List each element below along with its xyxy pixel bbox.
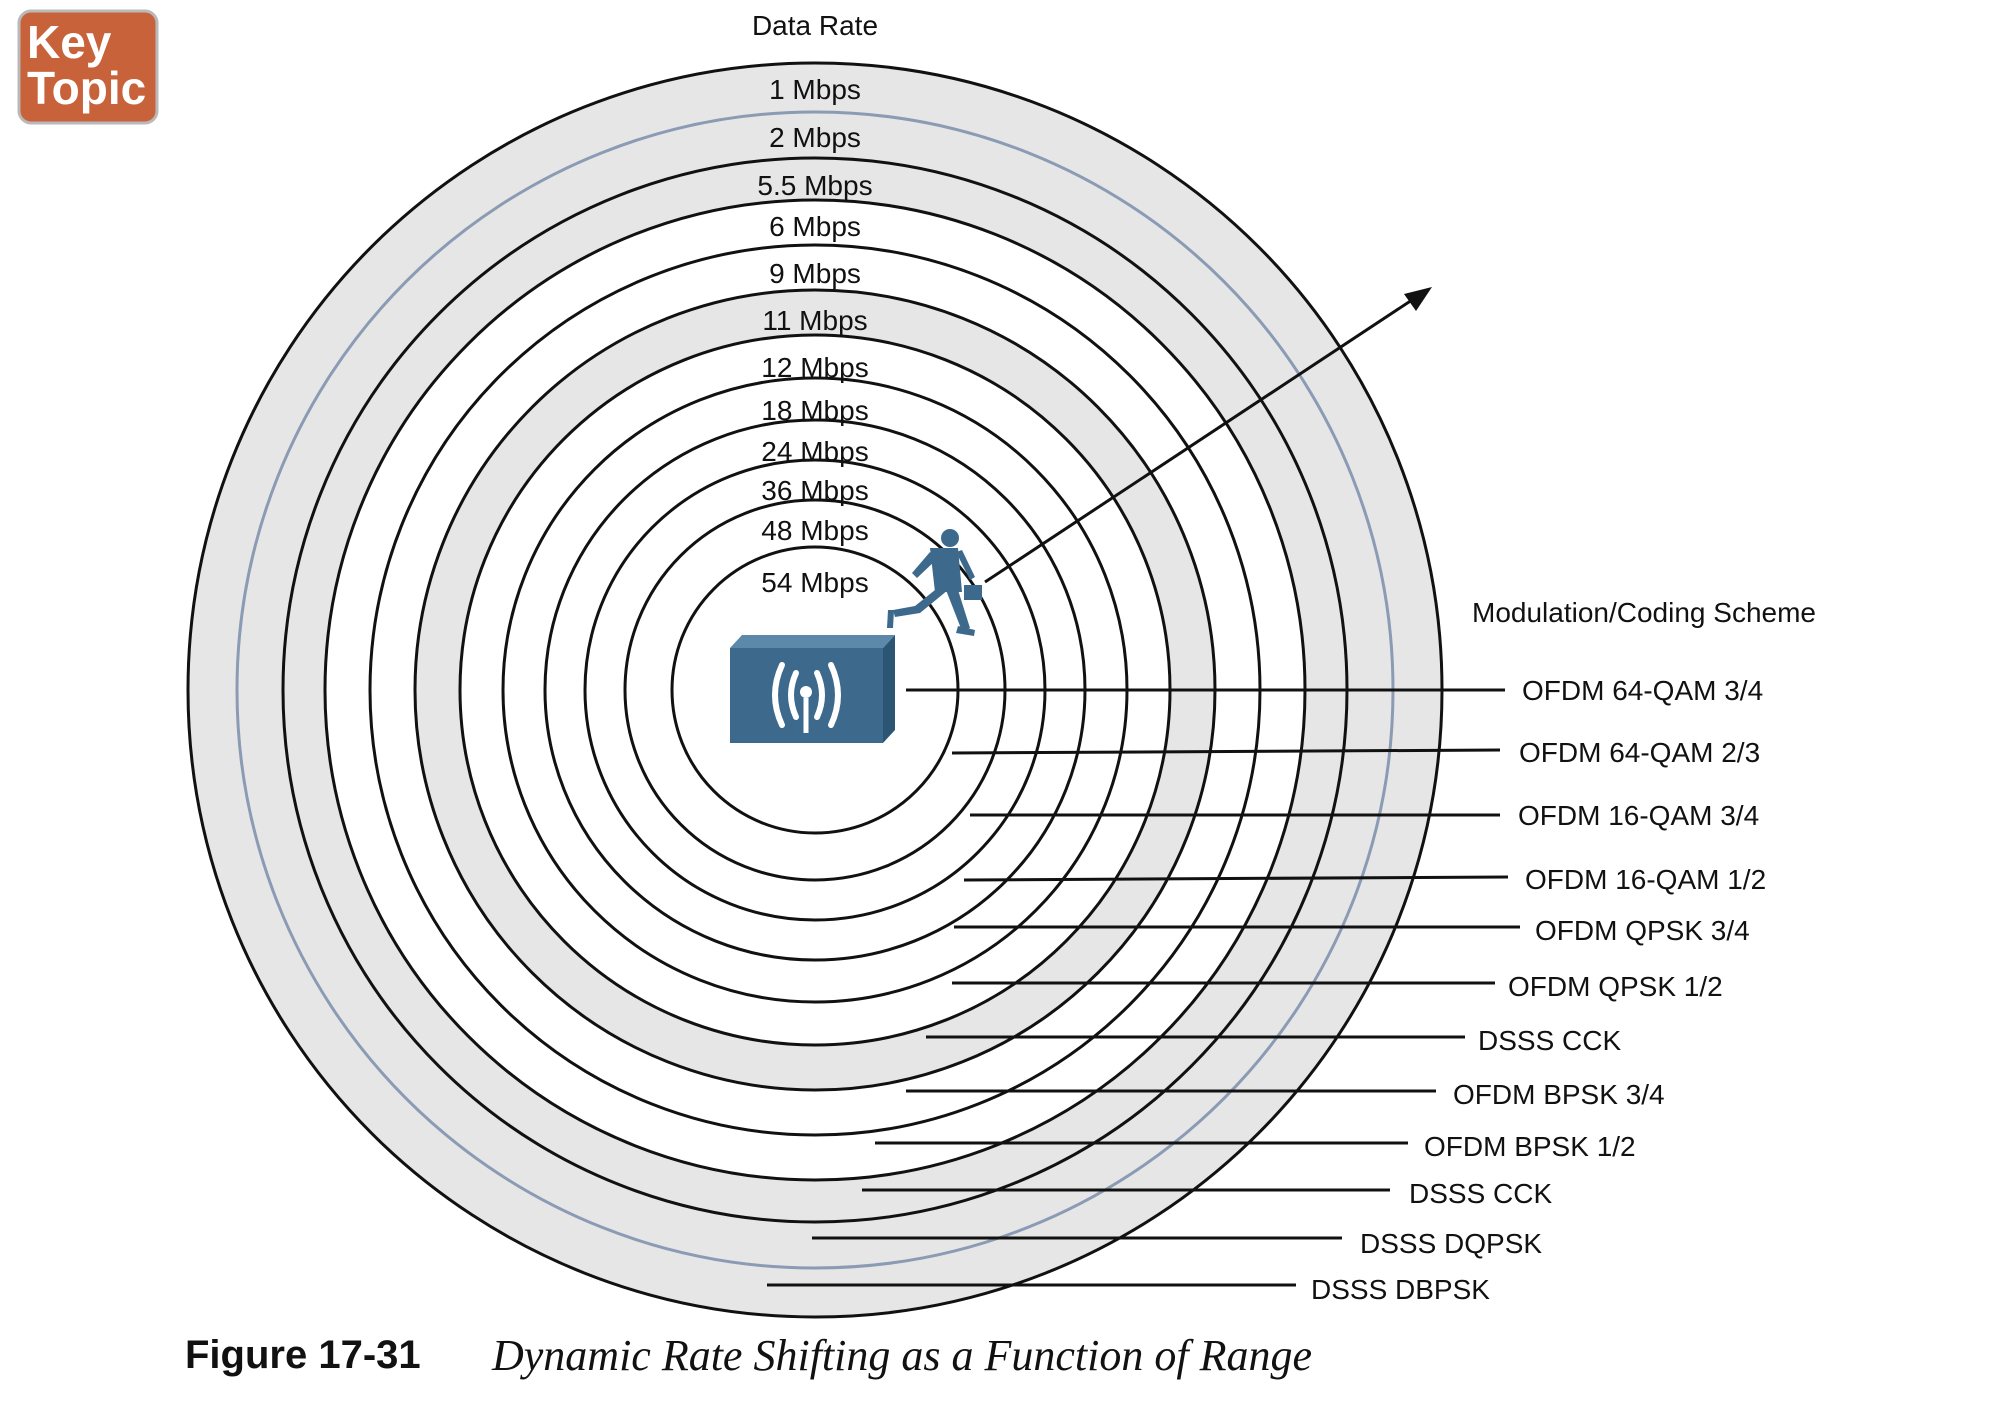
movement-arrow xyxy=(984,287,1432,584)
modulation-heading: Modulation/Coding Scheme xyxy=(1472,597,1816,628)
rate-label: 1 Mbps xyxy=(769,74,861,105)
scheme-label: DSSS DBPSK xyxy=(1311,1274,1490,1305)
scheme-label: DSSS CCK xyxy=(1409,1178,1552,1209)
scheme-label: OFDM 16-QAM 1/2 xyxy=(1525,864,1766,895)
rate-labels: 1 Mbps 2 Mbps 5.5 Mbps 6 Mbps 9 Mbps 11 … xyxy=(757,74,872,598)
scheme-label: DSSS DQPSK xyxy=(1360,1228,1542,1259)
key-topic-badge: Key Topic xyxy=(17,9,159,125)
rate-label: 36 Mbps xyxy=(761,475,868,506)
leader-line xyxy=(951,748,1501,755)
scheme-label: OFDM QPSK 3/4 xyxy=(1535,915,1750,946)
scheme-leader-lines xyxy=(767,688,1520,1287)
scheme-labels: OFDM 64-QAM 3/4 OFDM 64-QAM 2/3 OFDM 16-… xyxy=(1311,675,1766,1305)
caption-number: Figure 17-31 xyxy=(185,1333,421,1377)
rate-label: 9 Mbps xyxy=(769,258,861,289)
walking-person-icon xyxy=(887,529,982,636)
access-point-icon xyxy=(730,635,895,743)
scheme-label: OFDM QPSK 1/2 xyxy=(1508,971,1723,1002)
rate-label: 2 Mbps xyxy=(769,122,861,153)
rate-label: 18 Mbps xyxy=(761,395,868,426)
rate-label: 24 Mbps xyxy=(761,436,868,467)
leader-line xyxy=(963,875,1509,882)
scheme-label: OFDM 64-QAM 2/3 xyxy=(1519,737,1760,768)
rate-label: 48 Mbps xyxy=(761,515,868,546)
rate-label: 54 Mbps xyxy=(761,567,868,598)
scheme-label: DSSS CCK xyxy=(1478,1025,1621,1056)
rate-label: 5.5 Mbps xyxy=(757,170,872,201)
caption-title: Dynamic Rate Shifting as a Function of R… xyxy=(491,1331,1312,1380)
scheme-label: OFDM BPSK 1/2 xyxy=(1424,1131,1636,1162)
figure-caption: Figure 17-31 Dynamic Rate Shifting as a … xyxy=(185,1331,1312,1380)
scheme-label: OFDM 16-QAM 3/4 xyxy=(1518,800,1759,831)
scheme-label: OFDM 64-QAM 3/4 xyxy=(1522,675,1763,706)
badge-line-1: Key xyxy=(27,16,112,68)
data-rate-heading: Data Rate xyxy=(752,10,878,41)
rate-label: 12 Mbps xyxy=(761,352,868,383)
scheme-label: OFDM BPSK 3/4 xyxy=(1453,1079,1665,1110)
badge-line-2: Topic xyxy=(27,62,146,114)
rate-label: 6 Mbps xyxy=(769,211,861,242)
rate-label: 11 Mbps xyxy=(762,305,867,336)
range-rings xyxy=(186,61,1444,1319)
